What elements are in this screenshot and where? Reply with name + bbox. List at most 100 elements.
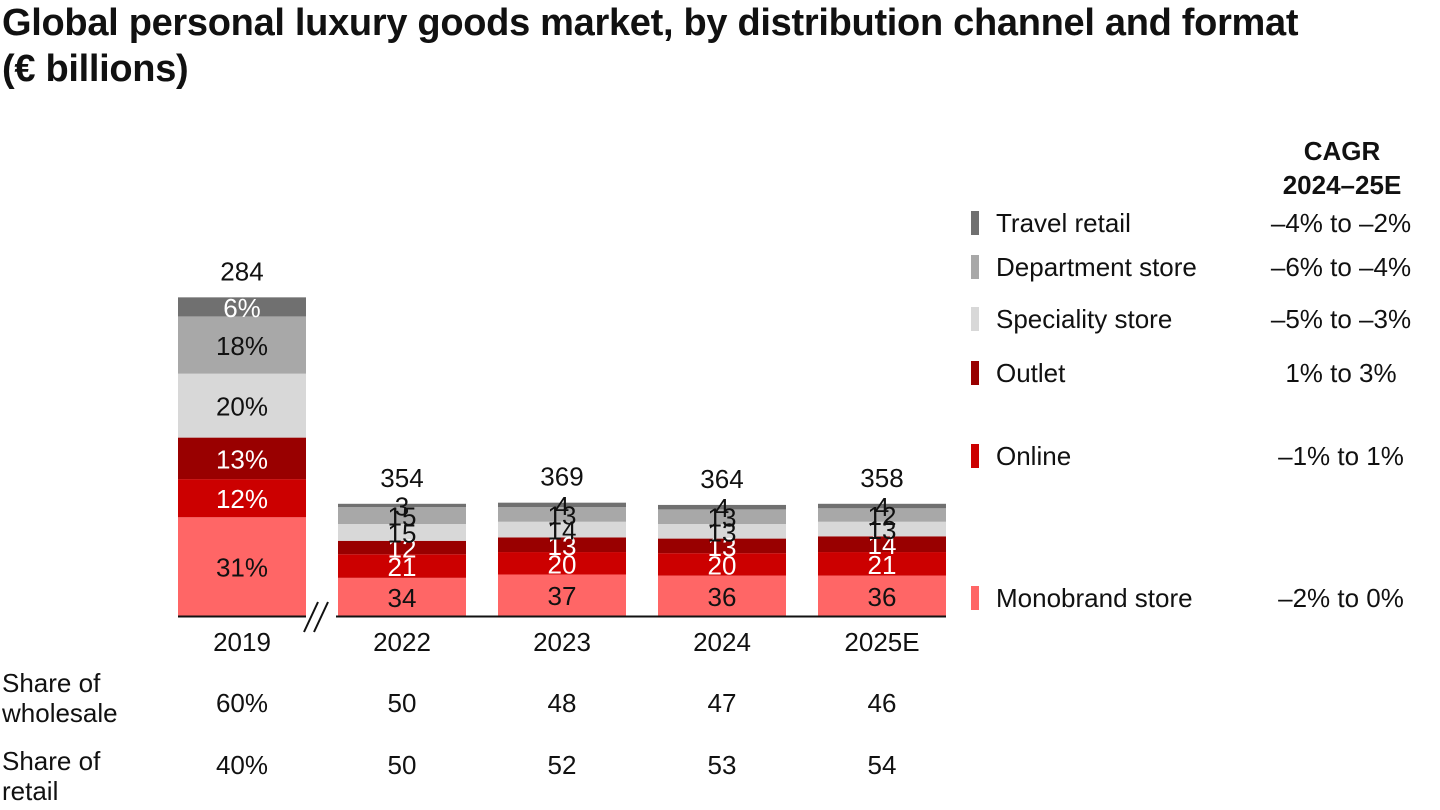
bar-segment-monobrand-store — [338, 577, 466, 616]
cagr-header-line1: CAGR — [1303, 136, 1381, 166]
legend-label: Travel retail — [996, 208, 1131, 238]
segment-label: 21 — [868, 550, 897, 580]
bar-segment-speciality-store — [658, 523, 786, 539]
x-tick-label: 2022 — [373, 627, 431, 657]
bar-segment-department-store — [658, 509, 786, 524]
cagr-header: CAGR 2024–25E — [1262, 134, 1422, 202]
cagr-value: –2% to 0% — [1278, 583, 1404, 613]
cagr-value: –5% to –3% — [1271, 304, 1411, 334]
segment-label: 13 — [708, 517, 737, 547]
segment-label: 3 — [395, 491, 409, 521]
segment-label: 12 — [868, 501, 897, 531]
bar-segment-speciality-store — [498, 521, 626, 538]
share-wholesale-value: 46 — [867, 688, 897, 718]
bar-segment-outlet — [658, 538, 786, 554]
legend-label: Monobrand store — [996, 583, 1193, 613]
segment-label: 37 — [548, 581, 577, 611]
total-label: 358 — [860, 463, 903, 493]
x-tick-label: 2023 — [533, 627, 591, 657]
total-label: 284 — [220, 256, 263, 286]
share-retail-value: 54 — [867, 750, 897, 780]
share-of-wholesale-label: Share of wholesale — [2, 668, 118, 728]
segment-label: 4 — [555, 491, 569, 521]
segment-label: 4 — [715, 493, 729, 523]
bar-segment-travel-retail — [338, 503, 466, 508]
segment-label: 20 — [548, 549, 577, 579]
cagr-value: –6% to –4% — [1271, 252, 1411, 282]
segment-label: 31% — [216, 553, 268, 583]
legend-swatch-speciality-store — [971, 307, 979, 331]
segment-label: 13 — [548, 500, 577, 530]
x-tick-label: 2025E — [844, 627, 919, 657]
bar-segment-monobrand-store — [658, 575, 786, 616]
segment-label: 34 — [388, 583, 417, 613]
segment-label: 18% — [216, 331, 268, 361]
bar-segment-outlet — [178, 437, 306, 480]
total-label: 369 — [540, 462, 583, 492]
segment-label: 13 — [708, 532, 737, 562]
legend-swatch-online — [971, 444, 979, 468]
segment-label: 20 — [708, 550, 737, 580]
share-retail-value: 50 — [387, 750, 417, 780]
bar-segment-travel-retail — [818, 503, 946, 509]
axis-break-mark — [313, 601, 329, 633]
share-retail-value: 53 — [707, 750, 737, 780]
bar-segment-travel-retail — [178, 297, 306, 317]
bar-segment-online — [658, 553, 786, 576]
bar-segment-outlet — [818, 536, 946, 553]
segment-label: 13 — [708, 503, 737, 533]
chart-title: Global personal luxury goods market, by … — [2, 2, 1299, 90]
segment-label: 21 — [388, 552, 417, 582]
segment-label: 12% — [216, 484, 268, 514]
share-retail-value: 40% — [215, 750, 269, 780]
bar-segment-outlet — [498, 537, 626, 553]
segment-label: 14 — [868, 530, 897, 560]
cagr-value: 1% to 3% — [1285, 358, 1396, 388]
legend-swatch-travel-retail — [971, 211, 979, 235]
bar-segment-travel-retail — [498, 502, 626, 508]
share-wholesale-value: 47 — [707, 688, 737, 718]
total-label: 364 — [700, 464, 743, 494]
axis-break-mark — [303, 601, 319, 633]
bar-segment-department-store — [338, 507, 466, 524]
share-of-retail-label: Share of retail — [2, 746, 101, 806]
segment-label: 4 — [875, 492, 889, 522]
bar-segment-online — [498, 552, 626, 575]
share-retail-value: 52 — [547, 750, 577, 780]
cagr-value: –4% to –2% — [1271, 208, 1411, 238]
bar-segment-speciality-store — [338, 523, 466, 541]
segment-label: 13 — [548, 531, 577, 561]
legend-label: Speciality store — [996, 304, 1172, 334]
segment-label: 36 — [708, 582, 737, 612]
segment-label: 15 — [388, 502, 417, 532]
share-wholesale-value: 60% — [215, 688, 269, 718]
segment-label: 6% — [223, 293, 261, 323]
bar-segment-monobrand-store — [818, 575, 946, 616]
legend-swatch-outlet — [971, 361, 979, 385]
total-label: 354 — [380, 463, 423, 493]
legend-swatch-monobrand-store — [971, 586, 979, 610]
bar-segment-online — [818, 552, 946, 576]
bar-segment-outlet — [338, 540, 466, 555]
bar-segment-monobrand-store — [498, 574, 626, 616]
bar-segment-online — [338, 554, 466, 578]
x-tick-label: 2024 — [693, 627, 751, 657]
cagr-value: –1% to 1% — [1278, 441, 1404, 471]
bar-segment-speciality-store — [818, 521, 946, 537]
segment-label: 13 — [868, 515, 897, 545]
bar-segment-monobrand-store — [178, 517, 306, 616]
x-tick-label: 2019 — [213, 627, 271, 657]
segment-label: 14 — [548, 516, 577, 546]
bar-segment-speciality-store — [178, 373, 306, 438]
segment-label: 15 — [388, 518, 417, 548]
segment-label: 13% — [216, 444, 268, 474]
legend-label: Outlet — [996, 358, 1066, 388]
bar-segment-online — [178, 479, 306, 518]
share-wholesale-value: 48 — [547, 688, 577, 718]
bar-segment-travel-retail — [658, 504, 786, 510]
cagr-header-line2: 2024–25E — [1282, 170, 1402, 200]
bar-segment-department-store — [178, 316, 306, 374]
bar-segment-department-store — [818, 508, 946, 522]
segment-label: 12 — [388, 534, 417, 564]
